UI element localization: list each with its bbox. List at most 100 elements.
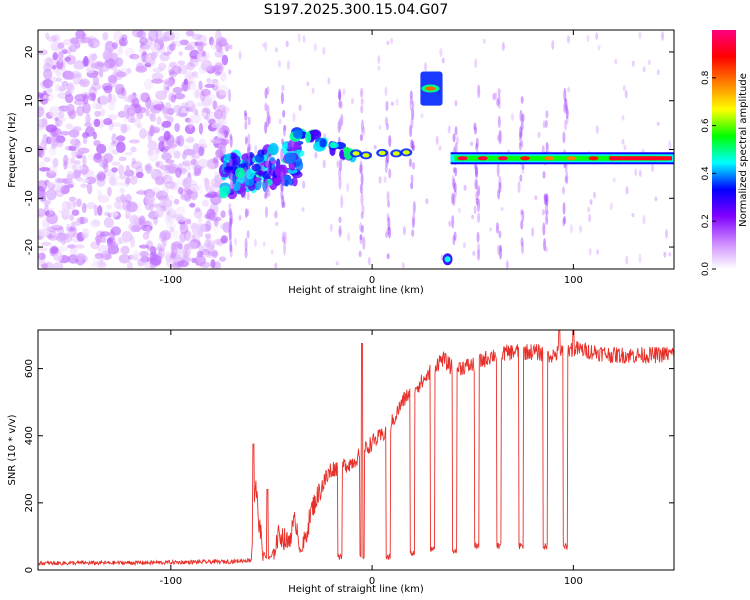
noise-blob bbox=[38, 247, 48, 252]
noise-blob bbox=[179, 222, 189, 235]
noise-blob bbox=[135, 171, 144, 179]
noise-blob bbox=[52, 52, 59, 61]
noise-blob bbox=[150, 51, 157, 61]
noise-blob bbox=[71, 209, 80, 216]
streak-speck bbox=[244, 112, 248, 122]
streak-speck bbox=[411, 140, 415, 151]
streak-speck bbox=[518, 132, 522, 142]
snr-frame bbox=[37, 329, 675, 571]
streak-speck bbox=[454, 142, 458, 154]
streak-speck bbox=[336, 160, 340, 168]
streak-speck bbox=[497, 100, 501, 109]
streak-speck bbox=[388, 168, 392, 179]
streak-speck bbox=[264, 102, 268, 112]
noise-blob bbox=[102, 31, 109, 41]
onset-blob bbox=[255, 170, 266, 176]
streak-speck bbox=[520, 241, 524, 255]
streak-speck bbox=[246, 208, 250, 217]
faint-speck bbox=[439, 47, 443, 58]
noise-blob bbox=[63, 154, 69, 166]
noise-blob bbox=[194, 89, 200, 98]
noise-blob bbox=[193, 233, 200, 244]
faint-speck bbox=[238, 51, 242, 61]
noise-blob bbox=[74, 139, 81, 148]
streak-speck bbox=[388, 135, 392, 147]
onset-blob bbox=[219, 185, 231, 196]
noise-blob bbox=[198, 166, 205, 171]
noise-blob bbox=[120, 245, 130, 255]
streak-speck bbox=[454, 100, 458, 107]
streak-speck bbox=[475, 166, 479, 179]
onset-blob bbox=[268, 142, 279, 156]
faint-speck bbox=[238, 214, 242, 221]
noise-blob bbox=[159, 164, 171, 171]
faint-speck bbox=[274, 210, 278, 219]
y-tick-label: 0 bbox=[24, 146, 35, 152]
noise-blob bbox=[165, 222, 177, 230]
noise-blob bbox=[52, 140, 59, 149]
faint-speck bbox=[311, 87, 315, 94]
noise-blob bbox=[201, 199, 210, 207]
streak-speck bbox=[281, 177, 285, 186]
streak-speck bbox=[229, 135, 233, 148]
streak-speck bbox=[452, 133, 456, 143]
noise-blob bbox=[114, 181, 126, 187]
noise-blob bbox=[38, 208, 46, 217]
onset-blob bbox=[251, 163, 262, 172]
streak-speck bbox=[542, 120, 546, 129]
noise-blob bbox=[196, 222, 206, 233]
onset-blob bbox=[252, 177, 262, 182]
onset-blob bbox=[287, 168, 298, 174]
noise-blob bbox=[82, 57, 90, 68]
snr-background bbox=[38, 330, 674, 570]
faint-speck bbox=[234, 237, 238, 246]
streak-speck bbox=[474, 178, 478, 190]
noise-blob bbox=[178, 162, 191, 173]
streak-speck bbox=[563, 98, 567, 112]
y-tick-label: 20 bbox=[24, 46, 35, 59]
carrier-segment-core bbox=[402, 150, 410, 155]
noise-blob bbox=[209, 202, 219, 215]
streak-speck bbox=[265, 159, 269, 168]
noise-blob bbox=[69, 44, 78, 53]
noise-blob bbox=[99, 253, 104, 266]
streak-speck bbox=[229, 211, 233, 223]
streak-speck bbox=[498, 244, 502, 253]
noise-blob bbox=[176, 135, 185, 147]
noise-blob bbox=[51, 34, 61, 43]
noise-blob bbox=[51, 224, 64, 231]
streak-speck bbox=[451, 192, 455, 205]
noise-blob bbox=[145, 108, 150, 117]
streak-speck bbox=[244, 172, 248, 183]
faint-speck bbox=[306, 81, 310, 87]
faint-speck bbox=[228, 203, 232, 209]
carrier-segment-core bbox=[362, 153, 370, 158]
noise-blob bbox=[40, 199, 52, 205]
y-tick-label: 400 bbox=[24, 426, 35, 445]
streak-speck bbox=[247, 143, 251, 157]
carrier-line-core bbox=[497, 156, 508, 161]
colorbar-tick-label: 0.2 bbox=[701, 214, 711, 228]
faint-speck bbox=[622, 85, 626, 92]
streak-speck bbox=[359, 165, 363, 175]
streak-speck bbox=[497, 188, 501, 200]
noise-blob bbox=[97, 195, 110, 204]
faint-speck bbox=[329, 223, 333, 232]
noise-blob bbox=[97, 205, 103, 216]
noise-blob bbox=[62, 177, 73, 185]
streak-speck bbox=[520, 237, 524, 247]
noise-blob bbox=[224, 42, 230, 52]
streak-speck bbox=[282, 201, 286, 208]
noise-blob bbox=[184, 124, 196, 135]
streak-speck bbox=[499, 246, 503, 260]
noise-blob bbox=[156, 242, 163, 252]
noise-blob bbox=[92, 41, 101, 48]
streak-speck bbox=[385, 155, 389, 168]
streak-speck bbox=[476, 231, 480, 243]
faint-speck bbox=[492, 93, 496, 101]
carrier-line-core bbox=[588, 156, 599, 161]
noise-blob bbox=[193, 87, 202, 96]
noise-blob bbox=[210, 139, 222, 144]
noise-blob bbox=[58, 111, 65, 119]
noise-blob bbox=[185, 30, 195, 37]
